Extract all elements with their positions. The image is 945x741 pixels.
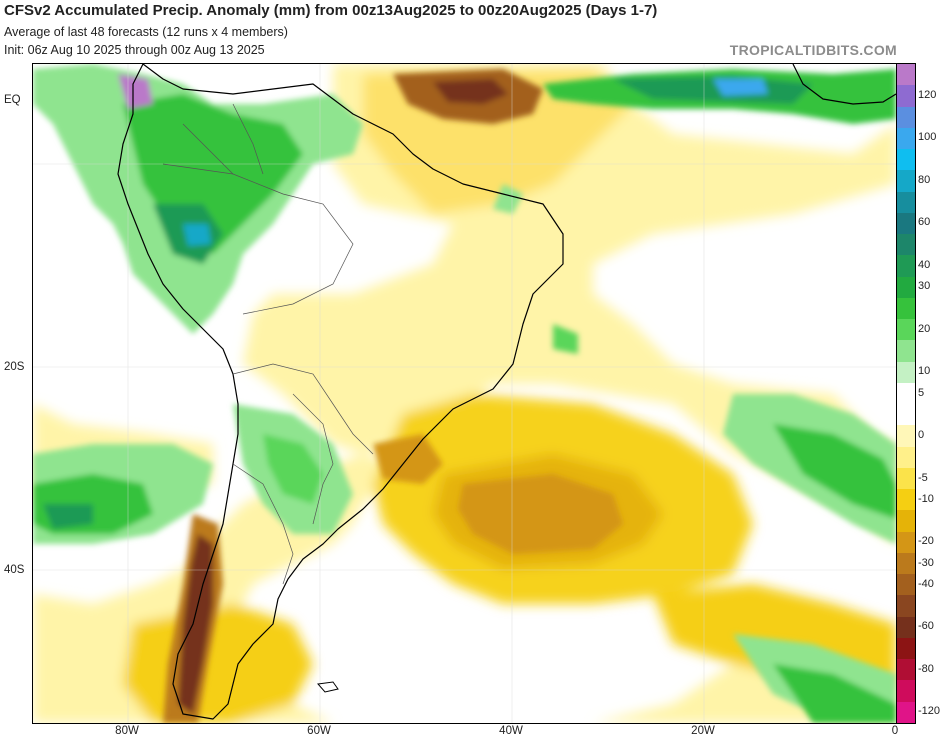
- colorbar-segment: [897, 340, 915, 362]
- colorbar-label: 20: [918, 322, 931, 335]
- colorbar-segment: [897, 170, 915, 192]
- colorbar-label: -60: [918, 620, 934, 633]
- lon-label-80w: 80W: [115, 725, 139, 737]
- colorbar-label: -20: [918, 535, 934, 548]
- colorbar-segment: [897, 191, 915, 213]
- colorbar-segment: [897, 404, 915, 426]
- colorbar-segment: [897, 106, 915, 128]
- falkland-islands: [317, 681, 339, 693]
- colorbar: [896, 63, 916, 724]
- colorbar-label: 80: [918, 173, 931, 186]
- colorbar-label: 100: [918, 131, 937, 144]
- lat-lon-grid: [33, 64, 896, 723]
- colorbar-segment: [897, 64, 915, 86]
- site-brand[interactable]: TROPICALTIDBITS.COM: [729, 42, 897, 58]
- colorbar-segment: [897, 680, 915, 702]
- colorbar-segment: [897, 701, 915, 723]
- lon-label-40w: 40W: [499, 725, 523, 737]
- colorbar-label: -80: [918, 662, 934, 675]
- colorbar-segment: [897, 552, 915, 574]
- precip-anomaly-map: [32, 63, 897, 724]
- lon-label-60w: 60W: [307, 725, 331, 737]
- colorbar-segment: [897, 361, 915, 383]
- lat-label-20s: 20S: [4, 361, 25, 373]
- colorbar-segment: [897, 319, 915, 341]
- colorbar-segment: [897, 127, 915, 149]
- colorbar-segment: [897, 212, 915, 234]
- colorbar-segment: [897, 659, 915, 681]
- colorbar-label: 30: [918, 280, 931, 293]
- colorbar-label: 120: [918, 88, 937, 101]
- colorbar-segment: [897, 616, 915, 638]
- colorbar-segment: [897, 489, 915, 511]
- colorbar-segment: [897, 255, 915, 277]
- colorbar-segment: [897, 85, 915, 107]
- lat-label-40s: 40S: [4, 564, 25, 576]
- colorbar-segment: [897, 297, 915, 319]
- colorbar-segment: [897, 574, 915, 596]
- colorbar-segment: [897, 149, 915, 171]
- colorbar-label: -120: [918, 705, 941, 718]
- lat-label-eq: EQ: [4, 94, 21, 106]
- colorbar-segment: [897, 382, 915, 404]
- map-canvas: [33, 64, 896, 723]
- map-title: CFSv2 Accumulated Precip. Anomaly (mm) f…: [4, 2, 658, 19]
- colorbar-segment: [897, 595, 915, 617]
- map-subtitle: Average of last 48 forecasts (12 runs x …: [4, 25, 288, 39]
- colorbar-segment: [897, 531, 915, 553]
- africa-coastline: [792, 64, 896, 105]
- colorbar-segment: [897, 425, 915, 447]
- colorbar-label: 40: [918, 258, 931, 271]
- country-borders: [162, 103, 374, 585]
- init-info: Init: 06z Aug 10 2025 through 00z Aug 13…: [4, 43, 265, 57]
- colorbar-label: 5: [918, 386, 925, 399]
- colorbar-segment: [897, 446, 915, 468]
- colorbar-segment: [897, 276, 915, 298]
- lon-label-20w: 20W: [691, 725, 715, 737]
- colorbar-segment: [897, 637, 915, 659]
- colorbar-label: -40: [918, 577, 934, 590]
- south-america-coastline: [117, 64, 564, 720]
- colorbar-segment: [897, 234, 915, 256]
- colorbar-label: 10: [918, 365, 931, 378]
- colorbar-segment: [897, 510, 915, 532]
- wet-anomaly-field: [33, 64, 896, 723]
- colorbar-label: 60: [918, 216, 931, 229]
- colorbar-label: -10: [918, 492, 934, 505]
- colorbar-label: -30: [918, 556, 934, 569]
- colorbar-segment: [897, 467, 915, 489]
- colorbar-label: 0: [918, 429, 925, 442]
- colorbar-label: -5: [918, 471, 928, 484]
- lon-label-0: 0: [891, 725, 899, 737]
